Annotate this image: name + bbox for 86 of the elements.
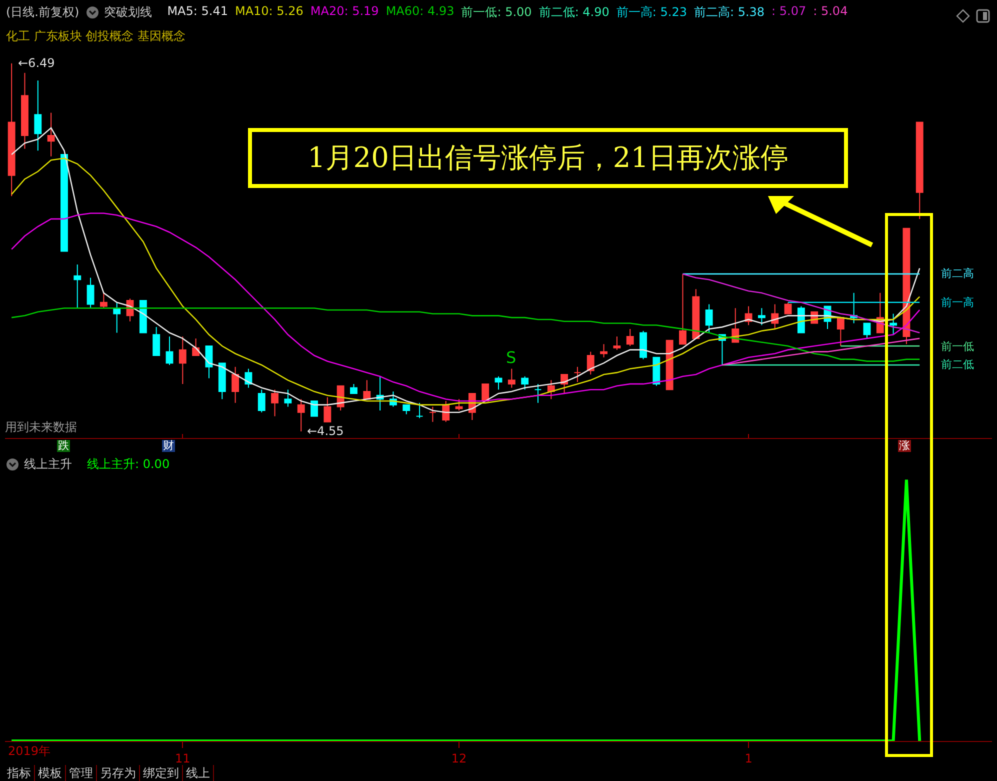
candlestick <box>600 344 608 358</box>
text: 绑定到 <box>140 765 183 781</box>
candlestick <box>508 368 516 388</box>
legend-title: 突破划线 <box>104 4 152 21</box>
x-tick-label: 1 <box>744 751 752 766</box>
text: 指标 <box>4 765 35 781</box>
candlestick <box>74 264 82 309</box>
candlestick <box>534 383 542 404</box>
candlestick <box>402 404 410 415</box>
candlestick <box>100 292 108 309</box>
candlestick <box>139 300 147 334</box>
text: 跌 <box>57 439 70 452</box>
candlestick <box>258 389 266 413</box>
candlestick <box>21 72 28 150</box>
candlestick <box>679 273 686 345</box>
candlestick <box>574 366 582 383</box>
text: 前一低: 5.00 <box>461 4 532 21</box>
candlestick <box>666 340 674 390</box>
candlestick <box>428 406 436 422</box>
candlestick <box>692 288 700 339</box>
text: 前一低 <box>941 340 974 353</box>
text: 前一高: 5.23 <box>616 4 687 21</box>
candlestick <box>324 396 332 422</box>
text: 财 <box>162 439 175 452</box>
candlestick <box>705 304 713 334</box>
text: 线上 <box>183 765 214 781</box>
text: : 5.04 <box>813 4 848 20</box>
candlestick <box>232 366 240 404</box>
candlestick <box>152 326 160 356</box>
text: 前二高 <box>941 267 974 280</box>
chart-title: (日线.前复权) <box>6 4 80 21</box>
annotation: ←6.49 <box>18 56 55 70</box>
text: MA10: 5.26 <box>234 4 304 20</box>
candlestick <box>626 328 634 347</box>
candlestick <box>586 351 594 375</box>
candlestick <box>482 383 490 402</box>
candlestick <box>902 228 910 345</box>
text: MA20: 5.19 <box>310 4 379 20</box>
candlestick <box>521 376 529 390</box>
text: 前二低: 4.90 <box>538 4 610 21</box>
candlestick <box>613 336 621 350</box>
chart-subtitle: 化工 广东板块 创投概念 基因概念 <box>6 28 186 45</box>
candlestick <box>297 398 305 432</box>
annotation: 1月20日出信号涨停后，21日再次涨停 <box>248 128 848 188</box>
candlestick <box>86 277 94 309</box>
x-tick-label: 12 <box>451 751 467 766</box>
candlestick <box>271 389 278 417</box>
chart-title: 线上主升 <box>24 456 72 473</box>
candlestick <box>890 313 898 336</box>
annotation: 用到未来数据 <box>5 420 77 434</box>
candlestick <box>113 302 121 334</box>
candlestick <box>284 389 292 408</box>
candlestick <box>166 336 174 366</box>
text: 线上主升: 0.00 <box>87 456 170 473</box>
x-tick-label: 11 <box>175 751 190 766</box>
candlestick <box>60 154 68 252</box>
candlestick <box>350 383 358 394</box>
candlestick <box>916 122 924 220</box>
text: : 5.07 <box>772 4 806 20</box>
text: 另存为 <box>97 765 140 781</box>
candlestick <box>455 398 463 412</box>
annotation: S <box>506 348 516 367</box>
text: 前二高: 5.38 <box>694 4 765 21</box>
candlestick <box>218 362 226 400</box>
text: 2019年 <box>8 744 51 758</box>
candlestick <box>8 62 16 197</box>
candlestick <box>178 336 186 384</box>
text: MA60: 4.93 <box>386 4 454 20</box>
candlestick <box>416 402 424 419</box>
annotation: ←4.55 <box>307 424 344 438</box>
candlestick <box>640 330 647 360</box>
candlestick <box>47 112 55 157</box>
candlestick <box>863 322 871 339</box>
text: 模板 <box>35 765 66 781</box>
candlestick <box>784 302 792 314</box>
candlestick <box>758 308 766 326</box>
candlestick <box>836 317 844 347</box>
text: 管理 <box>66 765 97 781</box>
text: 前二低 <box>941 358 974 371</box>
text: 前一高 <box>941 296 974 309</box>
candlestick <box>205 346 213 379</box>
candlestick <box>363 380 371 400</box>
candlestick <box>494 376 502 390</box>
text: MA5: 5.41 <box>167 4 228 20</box>
text: 涨 <box>898 439 911 452</box>
candlestick <box>34 80 42 152</box>
